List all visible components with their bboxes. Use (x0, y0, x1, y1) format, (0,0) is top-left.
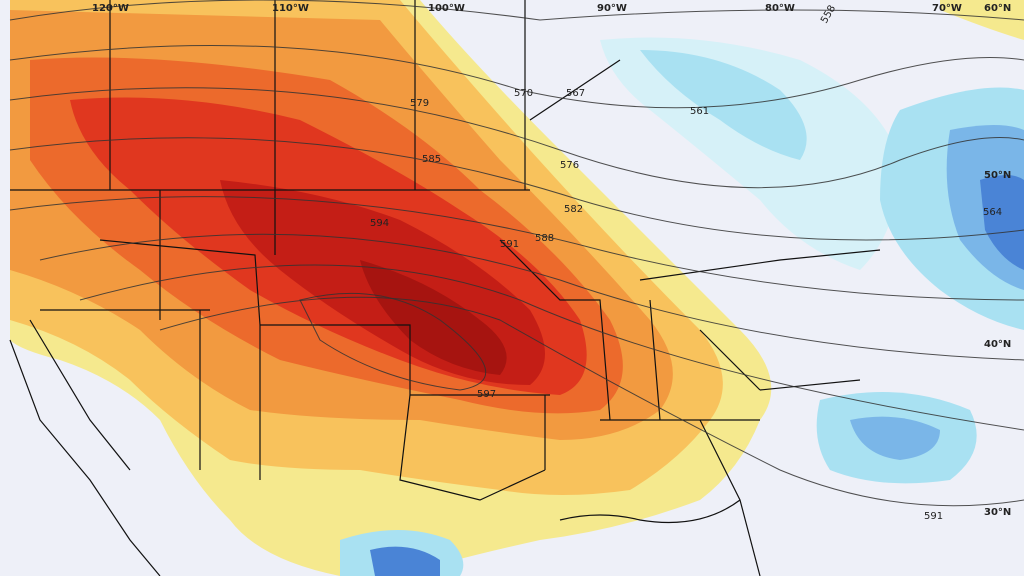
longitude-label: 120°W (92, 3, 129, 14)
anomaly-shading (10, 0, 1024, 576)
height-contours (9, 0, 1024, 507)
contour-label: 585 (422, 154, 441, 165)
latitude-label: 60°N (984, 3, 1011, 14)
contour-label: 570 (514, 88, 533, 99)
contour-label: 567 (566, 88, 585, 99)
contour-label: 591 (500, 239, 519, 250)
latitude-label: 30°N (984, 507, 1011, 518)
contour-label: 582 (564, 204, 583, 215)
longitude-label: 100°W (428, 3, 465, 14)
state-borders (9, 0, 881, 576)
latitude-label: 50°N (984, 170, 1011, 181)
contour-label: 561 (690, 106, 709, 117)
labels: 120°W 110°W 100°W 90°W 80°W 70°W 60°N 50°N 40°N 3… (92, 3, 1011, 522)
longitude-label: 80°W (765, 3, 795, 14)
longitude-label: 110°W (272, 3, 309, 14)
longitude-label: 70°W (932, 3, 962, 14)
contour-label: 579 (410, 98, 429, 109)
contour-label: 564 (983, 207, 1002, 218)
contour-label: 591 (924, 511, 943, 522)
contour-label: 594 (370, 218, 389, 229)
longitude-label: 90°W (597, 3, 627, 14)
contour-label: 576 (560, 160, 579, 171)
latitude-label: 40°N (984, 339, 1011, 350)
contour-label: 588 (535, 233, 554, 244)
contour-label: 597 (477, 389, 496, 400)
